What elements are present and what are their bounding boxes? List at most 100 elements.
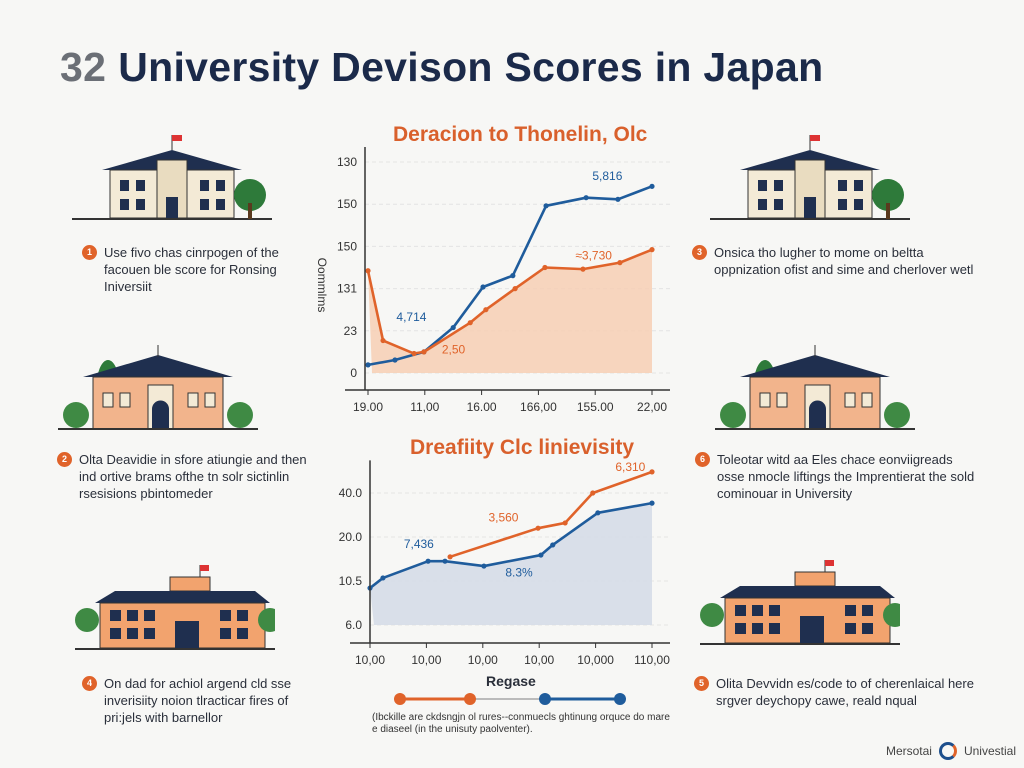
university-building-illustration-4 — [710, 135, 910, 225]
logo-icon — [938, 742, 957, 760]
number-badge: 1 — [82, 245, 97, 260]
data-label: 6,310 — [615, 460, 645, 474]
data-point-blue — [481, 563, 487, 569]
footer: Mersotai Univestial — [886, 742, 1016, 760]
legend-marker-orange — [394, 693, 406, 705]
legend-title: Regase — [486, 673, 536, 689]
data-label: 8.3% — [505, 566, 533, 580]
series-area-orange — [368, 249, 652, 373]
y-tick-label: 131 — [337, 282, 357, 296]
number-badge: 4 — [82, 676, 97, 691]
chart-1-title: Deracion to Thonelin, Olc — [393, 123, 648, 146]
x-tick-label: 11,00 — [410, 400, 439, 414]
data-point-blue — [615, 196, 621, 202]
data-point-orange — [535, 525, 541, 531]
y-tick-label: 0 — [350, 366, 357, 380]
x-tick-label: 110,00 — [634, 653, 670, 667]
data-label: ≈3,730 — [575, 248, 612, 262]
data-label: 7,436 — [404, 537, 434, 551]
data-point-orange — [580, 266, 586, 272]
data-point-orange — [483, 307, 489, 313]
info-item-4: 4 On dad for achiol argend cld sse inveri… — [82, 675, 319, 726]
data-point-blue — [450, 324, 456, 331]
data-point-orange — [562, 520, 568, 526]
info-text: Toleotar witd aa Eles chace eonviigreads… — [717, 452, 975, 501]
x-tick-label: 10,00 — [355, 653, 385, 667]
info-item-3: 3 Onsica tho lugher to mome on beltta opp… — [692, 244, 989, 278]
data-point-blue — [442, 558, 448, 564]
university-building-illustration-1 — [72, 135, 272, 225]
y-tick-label: 130 — [337, 155, 357, 169]
x-tick-label: 155.00 — [577, 400, 614, 414]
y-tick-label: 6.0 — [345, 618, 362, 632]
x-tick-label: 19.00 — [353, 400, 383, 414]
number-badge: 3 — [692, 245, 707, 260]
x-tick-label: 10,00 — [524, 653, 554, 667]
title-text: University Devison Scores in Japan — [118, 44, 824, 90]
y-tick-label: 40.0 — [339, 486, 363, 500]
x-tick-label: 10,000 — [577, 653, 614, 667]
info-text: Olta Deavidie in sfore atiungie and then… — [79, 452, 307, 501]
data-point-orange — [380, 337, 386, 344]
data-point-blue — [543, 203, 549, 209]
info-text: Onsica tho lugher to mome on beltta oppn… — [714, 245, 974, 277]
x-tick-label: 22,00 — [637, 400, 667, 414]
info-item-2: 2 Olta Deavidie in sfore atiungie and the… — [57, 451, 324, 502]
info-item-1: 1 Use fivo chas cinrpogen of the facouen … — [82, 244, 304, 295]
x-tick-label: 166,00 — [520, 400, 557, 414]
university-building-illustration-6 — [700, 560, 907, 650]
data-point-orange — [421, 349, 427, 355]
y-tick-label: 150 — [337, 239, 357, 253]
series-line-blue — [367, 185, 653, 367]
data-point-orange — [590, 490, 596, 496]
data-label: 3,560 — [488, 511, 518, 525]
legend-marker-blue — [539, 693, 551, 705]
x-tick-label: 16.00 — [467, 400, 497, 414]
chart-2-title: Dreafiity Clc linievisity — [410, 436, 635, 459]
data-label: 2,50 — [442, 343, 466, 357]
y-tick-label: 10.5 — [339, 574, 363, 588]
data-point-orange — [542, 264, 548, 271]
data-point-blue — [583, 195, 589, 201]
data-point-blue — [425, 558, 431, 564]
data-point-blue — [649, 183, 655, 189]
data-point-blue — [550, 542, 556, 548]
data-point-blue — [595, 510, 601, 516]
y-axis-label: Oommlms — [315, 258, 329, 313]
y-tick-label: 150 — [337, 197, 357, 211]
data-point-blue — [392, 357, 398, 363]
data-point-orange — [512, 286, 518, 292]
footer-left-text: Mersotai — [885, 744, 932, 758]
number-badge: 5 — [694, 676, 709, 691]
data-point-orange — [649, 469, 655, 475]
footer-right-text: Univestial — [963, 744, 1016, 758]
data-label: 5,816 — [592, 169, 622, 183]
data-point-blue — [649, 500, 655, 506]
university-building-illustration-5 — [715, 345, 915, 435]
x-tick-label: 10,00 — [468, 653, 498, 667]
y-tick-label: 20.0 — [339, 530, 363, 544]
data-point-orange — [411, 350, 417, 357]
data-point-orange — [447, 554, 453, 560]
data-point-blue — [365, 362, 371, 368]
page-title: 32 University Devison Scores in Japan — [60, 44, 823, 91]
number-badge: 6 — [695, 452, 710, 467]
series-area-blue — [370, 503, 652, 625]
university-building-illustration-2 — [58, 345, 258, 435]
data-point-blue — [510, 273, 516, 279]
data-label: 4,714 — [396, 310, 426, 324]
data-point-blue — [380, 575, 386, 581]
legend-marker-orange — [464, 693, 476, 705]
data-point-orange — [467, 320, 473, 326]
info-text: On dad for achiol argend cld sse inveris… — [104, 676, 292, 725]
info-text: Use fivo chas cinrpogen of the facouen b… — [104, 245, 279, 294]
data-point-orange — [617, 260, 623, 266]
info-item-5: 5 Olita Devvidn es/code to of cherenlaica… — [694, 675, 986, 709]
y-tick-label: 23 — [344, 324, 358, 338]
data-point-orange — [649, 247, 655, 253]
x-tick-label: 10,00 — [411, 653, 441, 667]
data-point-blue — [538, 552, 544, 558]
legend-note: (Ibckille are ckdsngjn ol rures--conmuec… — [372, 712, 670, 735]
title-number: 32 — [60, 44, 107, 90]
